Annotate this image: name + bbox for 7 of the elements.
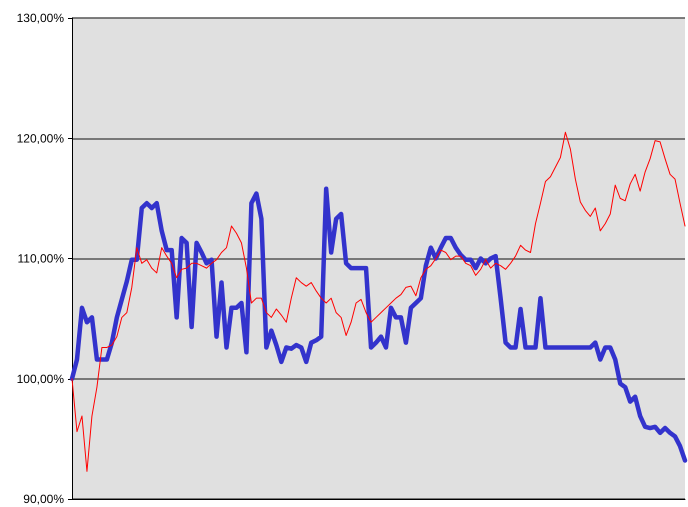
y-tick-label: 120,00% [16, 131, 64, 146]
y-tick-label: 130,00% [16, 11, 64, 25]
line-series [72, 132, 686, 472]
y-tick-label: 110,00% [18, 252, 64, 266]
y-tick-label: 90,00% [23, 492, 64, 506]
y-tick-label: 100,00% [16, 372, 64, 386]
line-series [70, 186, 688, 463]
